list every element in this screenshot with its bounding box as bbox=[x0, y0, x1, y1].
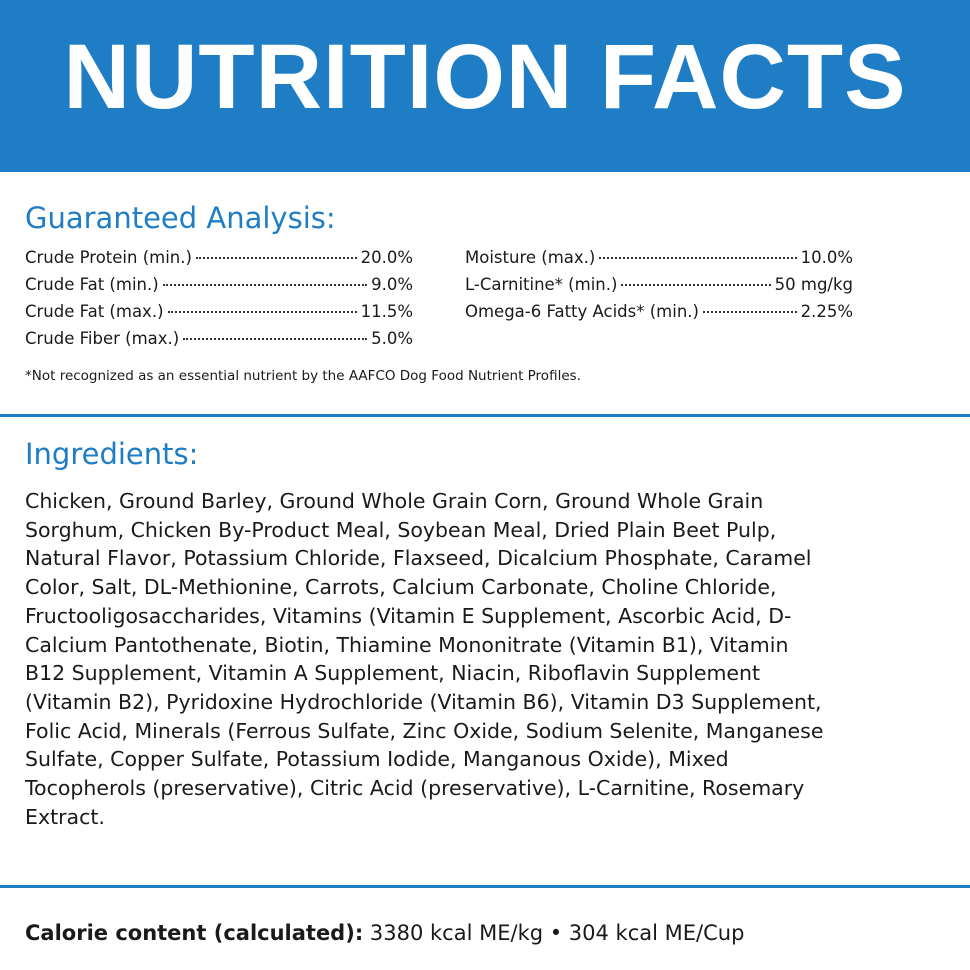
leader-dots bbox=[702, 311, 797, 313]
analysis-row: Crude Fiber (max.) 5.0% bbox=[25, 325, 413, 352]
nutrient-label: L-Carnitine* (min.) bbox=[465, 275, 618, 294]
calorie-content: Calorie content (calculated): 3380 kcal … bbox=[25, 917, 744, 949]
nutrient-label: Omega-6 Fatty Acids* (min.) bbox=[465, 302, 699, 321]
analysis-column: Moisture (max.) 10.0% L-Carnitine* (min.) 5… bbox=[465, 244, 853, 325]
nutrient-value: 9.0% bbox=[371, 275, 413, 294]
leader-dots bbox=[621, 284, 771, 286]
header-band: NUTRITION FACTS bbox=[0, 0, 970, 172]
nutrient-value: 20.0% bbox=[360, 248, 413, 267]
nutrient-value: 10.0% bbox=[800, 248, 853, 267]
nutrient-value: 5.0% bbox=[371, 329, 413, 348]
leader-dots bbox=[162, 284, 368, 286]
analysis-column: Crude Protein (min.) 20.0% Crude Fat (min.… bbox=[25, 244, 413, 352]
section-heading: Ingredients: bbox=[25, 437, 199, 471]
analysis-row: Omega-6 Fatty Acids* (min.) 2.25% bbox=[465, 298, 853, 325]
ingredients-text: Chicken, Ground Barley, Ground Whole Gra… bbox=[25, 489, 824, 829]
nutrient-label: Crude Protein (min.) bbox=[25, 248, 192, 267]
leader-dots bbox=[599, 257, 797, 259]
nutrient-label: Moisture (max.) bbox=[465, 248, 596, 267]
leader-dots bbox=[167, 311, 357, 313]
analysis-row: Moisture (max.) 10.0% bbox=[465, 244, 853, 271]
divider bbox=[0, 885, 970, 888]
nutrient-label: Crude Fiber (max.) bbox=[25, 329, 180, 348]
nutrient-value: 50 mg/kg bbox=[774, 275, 853, 294]
nutrient-value: 2.25% bbox=[800, 302, 853, 321]
section-heading: Guaranteed Analysis: bbox=[25, 201, 336, 235]
calorie-value: 3380 kcal ME/kg • 304 kcal ME/Cup bbox=[369, 921, 745, 945]
nutrient-value: 11.5% bbox=[360, 302, 413, 321]
analysis-row: Crude Fat (max.) 11.5% bbox=[25, 298, 413, 325]
leader-dots bbox=[195, 257, 357, 259]
divider bbox=[0, 414, 970, 417]
nutrient-label: Crude Fat (max.) bbox=[25, 302, 164, 321]
analysis-row: Crude Protein (min.) 20.0% bbox=[25, 244, 413, 271]
analysis-row: Crude Fat (min.) 9.0% bbox=[25, 271, 413, 298]
leader-dots bbox=[183, 338, 368, 340]
calorie-label: Calorie content (calculated): bbox=[25, 921, 364, 945]
title: NUTRITION FACTS bbox=[63, 26, 907, 128]
analysis-row: L-Carnitine* (min.) 50 mg/kg bbox=[465, 271, 853, 298]
footnote: *Not recognized as an essential nutrient… bbox=[25, 368, 581, 384]
nutrient-label: Crude Fat (min.) bbox=[25, 275, 159, 294]
